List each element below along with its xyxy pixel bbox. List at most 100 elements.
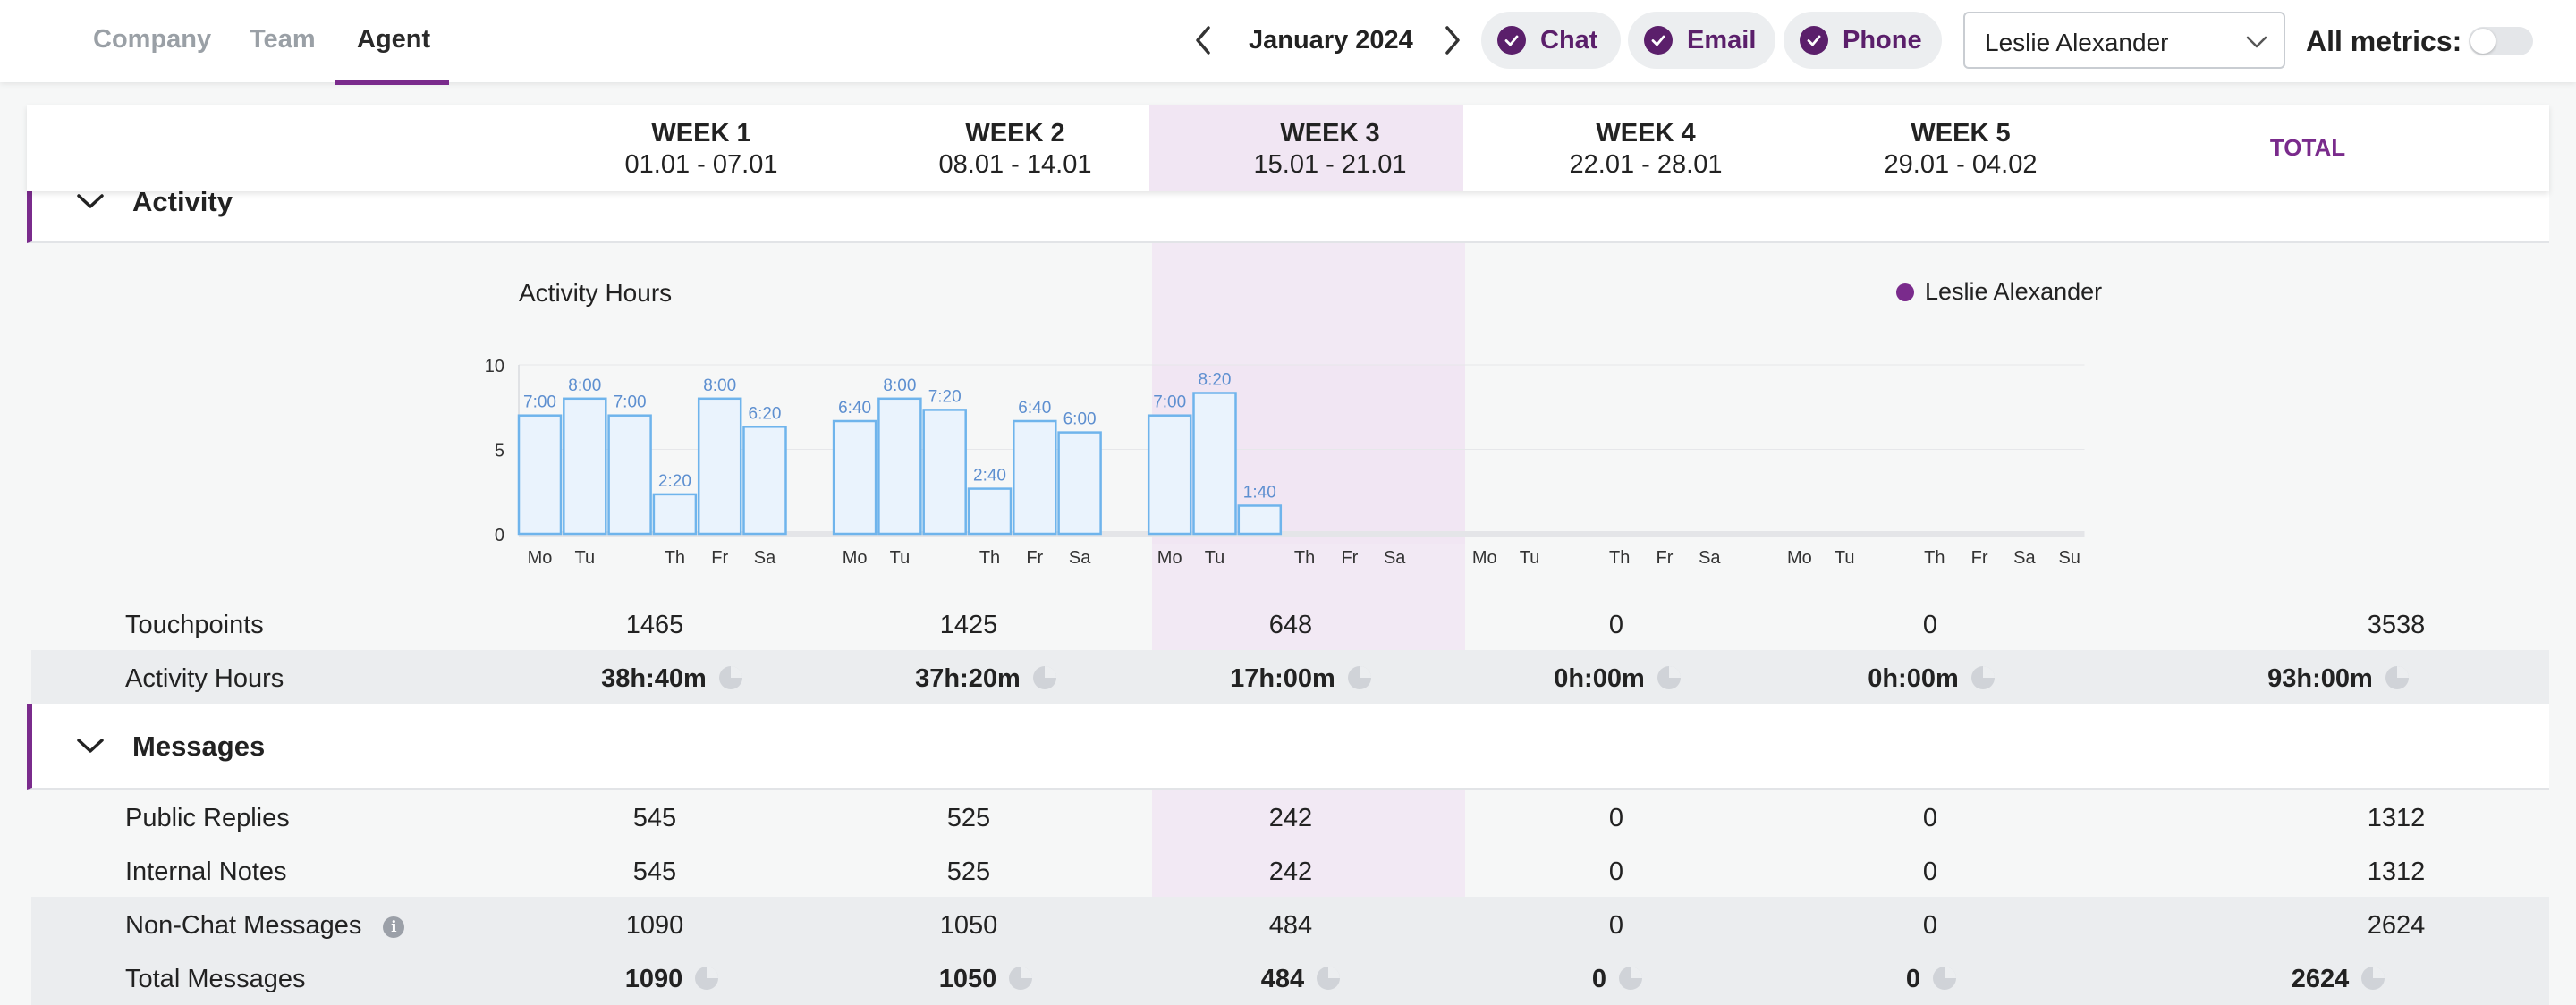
row-value: 17h:00m [1230, 664, 1335, 693]
legend-marker [1896, 283, 1914, 301]
row-value: 525 [946, 857, 991, 886]
chart-bar [517, 414, 563, 536]
x-tick-label: Th [1294, 548, 1315, 568]
row-value: 545 [632, 857, 677, 886]
x-tick-label: Fr [1971, 548, 1988, 568]
x-tick-label: Tu [574, 548, 595, 568]
week-title: WEEK 3 [1280, 119, 1380, 148]
month-label: January 2024 [1249, 26, 1413, 55]
chart-bar [563, 397, 607, 536]
pie-chart-icon[interactable] [1346, 664, 1373, 691]
row-value: 0 [1608, 611, 1624, 639]
channel-filter-chat[interactable]: Chat [1481, 12, 1621, 69]
x-tick-label: Tu [1205, 548, 1225, 568]
chevron-down-icon [77, 739, 104, 753]
bar-data-label: 6:00 [1063, 410, 1097, 429]
row-value-total: 3538 [2367, 611, 2426, 639]
chart-legend: Leslie Alexander [1896, 278, 2102, 306]
row-label: Total Messages [125, 965, 306, 993]
tab-team[interactable]: Team [250, 25, 316, 54]
row-value: 1090 [625, 911, 684, 940]
row-value: 525 [946, 804, 991, 832]
row-value-cell: 0h:00m [1825, 664, 2039, 694]
row-value-cell: 38h:40m [565, 664, 780, 694]
table-row-public-replies: Public Replies 545 525 242 0 0 1312 [31, 790, 2549, 843]
channel-label: Phone [1843, 25, 1922, 55]
pie-chart-icon[interactable] [1617, 965, 1644, 992]
pie-chart-icon[interactable] [693, 965, 720, 992]
table-row-non-chat-messages: Non-Chat Messages i 1090 1050 484 0 0 262… [31, 897, 2549, 950]
x-tick-label: Sa [2013, 548, 2036, 568]
x-tick-label: Sa [1384, 548, 1406, 568]
bar-data-label: 7:00 [1153, 393, 1186, 412]
bar-data-label: 8:20 [1199, 371, 1232, 390]
prev-month-button[interactable] [1185, 20, 1221, 61]
week-dates: 15.01 - 21.01 [1253, 150, 1407, 179]
pie-chart-icon[interactable] [717, 664, 744, 691]
x-tick-label: Th [979, 548, 1000, 568]
pie-chart-icon[interactable] [1031, 664, 1058, 691]
all-metrics-toggle[interactable] [2469, 27, 2533, 55]
chart-bar [922, 409, 967, 536]
pie-chart-icon[interactable] [2384, 664, 2411, 691]
info-icon[interactable]: i [383, 916, 405, 938]
chart-bar [697, 397, 742, 536]
current-week-column [1152, 191, 1465, 1005]
row-value: 0h:00m [1868, 664, 1959, 693]
channel-label: Chat [1540, 25, 1598, 55]
bar-data-label: 2:20 [658, 472, 691, 491]
row-label: Public Replies [125, 804, 290, 832]
pie-chart-icon[interactable] [2360, 965, 2386, 992]
next-month-button[interactable] [1435, 20, 1470, 61]
channel-filter-email[interactable]: Email [1628, 12, 1775, 69]
x-tick-label: Fr [711, 548, 728, 568]
chart-bar [607, 414, 652, 536]
week-title: WEEK 2 [965, 119, 1065, 148]
bar-data-label: 1:40 [1243, 483, 1276, 502]
chevron-left-icon [1196, 26, 1210, 55]
pie-chart-icon[interactable] [1931, 965, 1958, 992]
week-column-header: WEEK 3 15.01 - 21.01 [1178, 119, 1482, 180]
pie-chart-icon[interactable] [1315, 965, 1342, 992]
bar-data-label: 8:00 [883, 376, 916, 395]
chevron-right-icon [1445, 26, 1460, 55]
table-row-total-messages: Total Messages 1090 1050 484 0 0 2624 [31, 950, 2549, 1005]
x-tick-label: Sa [1699, 548, 1721, 568]
all-metrics-label: All metrics: [2306, 25, 2462, 57]
section-title: Messages [132, 731, 266, 762]
row-label: Activity Hours [125, 664, 284, 693]
agent-select[interactable]: Leslie Alexander [1963, 12, 2285, 69]
pie-chart-icon[interactable] [1970, 664, 1996, 691]
y-tick-label: 0 [495, 526, 504, 545]
pie-chart-icon[interactable] [1007, 965, 1034, 992]
row-value: 242 [1268, 857, 1313, 886]
row-value: 37h:20m [915, 664, 1021, 693]
section-messages[interactable]: Messages [27, 704, 2549, 790]
x-tick-label: Mo [1472, 548, 1497, 568]
row-label: Touchpoints [125, 611, 264, 639]
row-value-cell-total: 93h:00m [2200, 664, 2478, 694]
table-row-activity-hours: Activity Hours 38h:40m 37h:20m 17h:00m 0… [31, 650, 2549, 704]
chart-bar [877, 397, 922, 536]
week-title: WEEK 1 [651, 119, 751, 148]
x-tick-label: Tu [890, 548, 911, 568]
bar-data-label: 6:40 [838, 399, 871, 418]
week-column-header: WEEK 4 22.01 - 28.01 [1494, 119, 1798, 180]
tab-agent[interactable]: Agent [357, 25, 431, 54]
chart-bar [1057, 431, 1102, 536]
channel-filter-phone[interactable]: Phone [1784, 12, 1942, 69]
week-column-header: WEEK 2 08.01 - 14.01 [863, 119, 1167, 180]
agent-select-value: Leslie Alexander [1985, 29, 2169, 56]
row-value-cell: 17h:00m [1194, 664, 1409, 694]
row-value: 648 [1268, 611, 1313, 639]
current-week-highlight [1149, 105, 1463, 191]
row-value: 0 [1905, 965, 1921, 993]
row-value: 0 [1608, 857, 1624, 886]
row-value: 1090 [624, 965, 683, 993]
pie-chart-icon[interactable] [1656, 664, 1682, 691]
row-value-cell: 1050 [879, 965, 1094, 994]
row-value-cell: 1090 [565, 965, 780, 994]
week-dates: 01.01 - 07.01 [624, 150, 778, 179]
tab-company[interactable]: Company [93, 25, 212, 54]
row-value: 0 [1922, 611, 1938, 639]
